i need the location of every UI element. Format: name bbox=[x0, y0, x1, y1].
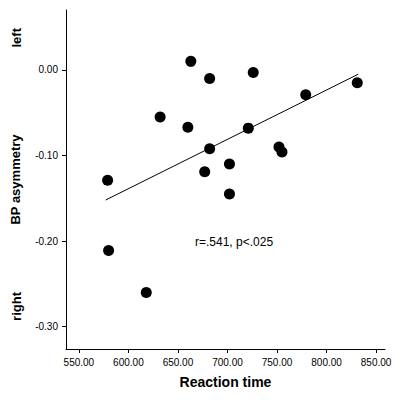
svg-text:700.00: 700.00 bbox=[212, 357, 243, 368]
svg-text:550.00: 550.00 bbox=[64, 357, 95, 368]
svg-text:0.00: 0.00 bbox=[39, 64, 59, 75]
svg-text:600.00: 600.00 bbox=[113, 357, 144, 368]
svg-text:750.00: 750.00 bbox=[262, 357, 293, 368]
svg-text:850.00: 850.00 bbox=[361, 357, 392, 368]
svg-text:right: right bbox=[9, 291, 24, 321]
svg-text:-0.10: -0.10 bbox=[35, 150, 58, 161]
svg-text:-0.30: -0.30 bbox=[35, 321, 58, 332]
svg-text:r=.541, p<.025: r=.541, p<.025 bbox=[195, 235, 273, 249]
svg-text:800.00: 800.00 bbox=[311, 357, 342, 368]
svg-text:650.00: 650.00 bbox=[163, 357, 194, 368]
svg-text:left: left bbox=[9, 27, 24, 47]
svg-text:-0.20: -0.20 bbox=[35, 236, 58, 247]
svg-text:Reaction time: Reaction time bbox=[180, 374, 272, 390]
svg-text:BP asymmetry: BP asymmetry bbox=[8, 134, 23, 225]
